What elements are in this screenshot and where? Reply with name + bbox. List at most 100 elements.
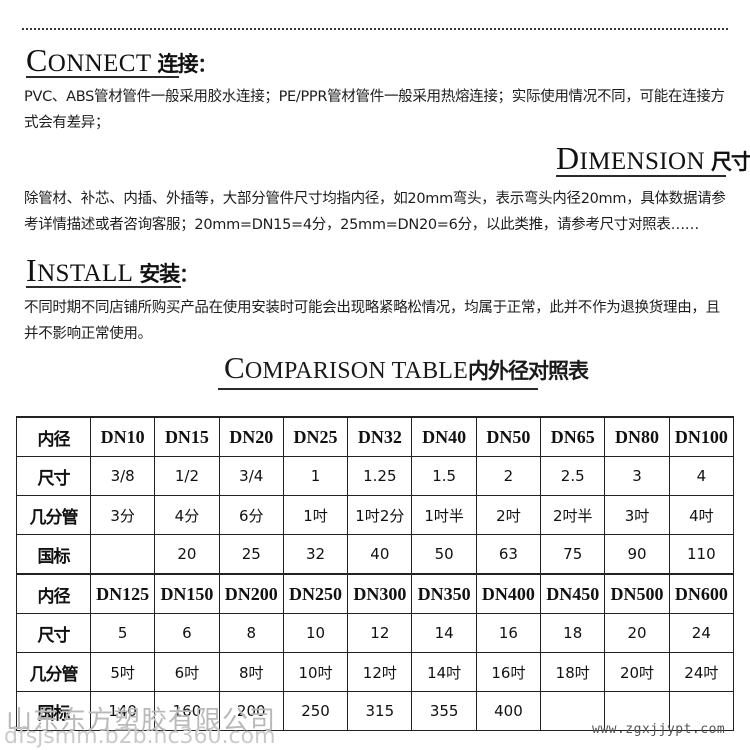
table-cell: 6分 xyxy=(218,495,284,535)
table-cell: 1 xyxy=(282,456,349,496)
table-cell: 250 xyxy=(282,691,349,731)
table-cell: 24 xyxy=(668,613,735,653)
section-rule-dimension xyxy=(556,175,726,177)
table-row: 几分管 5吋 6吋 8吋 10吋 12吋 14吋 16吋 18吋 20吋 24吋 xyxy=(16,652,735,692)
table-cell: DN500 xyxy=(604,573,670,614)
section-heading-install: INSTALL 安装： xyxy=(26,254,198,286)
table-cell: DN20 xyxy=(218,416,284,457)
table-cell: 18 xyxy=(540,613,606,653)
table-cell: 3分 xyxy=(89,495,156,535)
section-heading-install-colon: ： xyxy=(179,264,199,286)
table-cell: 1吋2分 xyxy=(347,495,413,535)
table-cell: DN125 xyxy=(89,573,156,614)
table-cell: 14吋 xyxy=(411,652,477,692)
table-cell: 14 xyxy=(411,613,477,653)
table-cell: DN32 xyxy=(347,416,413,457)
table-cell: 4 xyxy=(668,456,735,496)
section-heading-connect-colon: ： xyxy=(197,54,217,76)
section-heading-connect-cn: 连接 xyxy=(157,52,199,76)
table-cell: 5吋 xyxy=(89,652,156,692)
section-rule-install xyxy=(26,286,181,288)
table-cell: 50 xyxy=(411,534,477,575)
table-cell: DN450 xyxy=(540,573,606,614)
table-cell: DN150 xyxy=(154,573,220,614)
section-heading-dimension-cn: 尺寸 xyxy=(710,150,750,174)
table-cell: DN65 xyxy=(540,416,606,457)
table-cell: DN25 xyxy=(282,416,349,457)
table-cell: 3 xyxy=(604,456,670,496)
table-row-label: 内径 xyxy=(16,416,91,457)
table-row-label: 尺寸 xyxy=(16,456,91,496)
table-cell: 10 xyxy=(282,613,349,653)
table-cell: 2 xyxy=(475,456,542,496)
table-cell: 16吋 xyxy=(475,652,542,692)
table-cell: 400 xyxy=(475,691,542,731)
section-heading-connect-en: CONNECT xyxy=(26,42,152,78)
table-row: 几分管 3分 4分 6分 1吋 1吋2分 1吋半 2吋 2吋半 3吋 4吋 xyxy=(16,495,735,535)
table-cell: DN200 xyxy=(218,573,284,614)
table-cell xyxy=(89,534,156,575)
table-cell: 32 xyxy=(282,534,349,575)
table-cell: 63 xyxy=(475,534,542,575)
table-cell: 1吋半 xyxy=(411,495,477,535)
table-cell: 3/8 xyxy=(89,456,156,496)
table-cell: 90 xyxy=(604,534,670,575)
table-cell: DN250 xyxy=(282,573,349,614)
comparison-table-title-en: COMPARISON TABLE xyxy=(224,350,469,385)
table-cell: 160 xyxy=(154,691,220,731)
table-cell: 6吋 xyxy=(154,652,220,692)
table-row-label: 国标 xyxy=(16,691,91,731)
table-cell: DN15 xyxy=(154,416,220,457)
table-row: 国标 140 160 200 250 315 355 400 xyxy=(16,691,735,731)
table-cell: 2吋半 xyxy=(540,495,606,535)
section-rule-connect xyxy=(26,76,179,78)
table-cell xyxy=(668,691,735,731)
table-row-label: 尺寸 xyxy=(16,613,91,653)
table-cell: 1吋 xyxy=(282,495,349,535)
section-heading-connect: CONNECT 连接： xyxy=(26,44,217,76)
comparison-table-body: 内径 DN10 DN15 DN20 DN25 DN32 DN40 DN50 DN65 DN80 DN… xyxy=(16,416,735,731)
section-body-connect: PVC、ABS管材管件一般采用胶水连接；PE/PPR管材管件一般采用热熔连接；实… xyxy=(24,89,725,131)
section-heading-install-cn: 安装 xyxy=(139,262,180,286)
table-cell: 40 xyxy=(347,534,413,575)
table-row: 内径 DN10 DN15 DN20 DN25 DN32 DN40 DN50 DN65 DN80 DN… xyxy=(16,416,735,457)
table-cell: DN50 xyxy=(475,416,542,457)
table-cell: 110 xyxy=(668,534,735,575)
comparison-table-title: COMPARISON TABLE内外径对照表 xyxy=(224,350,589,385)
table-row-label: 国标 xyxy=(16,534,91,575)
table-cell: 3/4 xyxy=(218,456,284,496)
comparison-table-title-rule xyxy=(218,388,538,390)
comparison-table-title-cn: 内外径对照表 xyxy=(468,359,589,383)
table-cell: 6 xyxy=(154,613,220,653)
table-cell: 1.25 xyxy=(347,456,413,496)
table-cell: 4吋 xyxy=(668,495,735,535)
table-cell: 16 xyxy=(475,613,542,653)
table-row: 内径 DN125 DN150 DN200 DN250 DN300 DN350 DN400 DN4… xyxy=(16,573,735,614)
table-cell: 12吋 xyxy=(347,652,413,692)
table-cell: 5 xyxy=(89,613,156,653)
table-row: 国标 20 25 32 40 50 63 75 90 110 xyxy=(16,534,735,575)
table-cell: 12 xyxy=(347,613,413,653)
top-divider xyxy=(22,28,728,30)
table-cell: 20吋 xyxy=(604,652,670,692)
table-cell: 8 xyxy=(218,613,284,653)
table-cell: DN400 xyxy=(475,573,542,614)
table-row-label: 几分管 xyxy=(16,652,91,692)
comparison-table: 内径 DN10 DN15 DN20 DN25 DN32 DN40 DN50 DN65 DN80 DN… xyxy=(16,416,735,731)
table-cell: 2吋 xyxy=(475,495,542,535)
table-row-label: 内径 xyxy=(16,573,91,614)
table-cell: 24吋 xyxy=(668,652,735,692)
table-cell: DN40 xyxy=(411,416,477,457)
table-cell: 20 xyxy=(604,613,670,653)
table-cell: DN600 xyxy=(668,573,735,614)
table-cell: 4分 xyxy=(154,495,220,535)
table-cell: 20 xyxy=(154,534,220,575)
table-cell: 25 xyxy=(218,534,284,575)
table-cell: 3吋 xyxy=(604,495,670,535)
table-cell: 8吋 xyxy=(218,652,284,692)
table-cell: 1.5 xyxy=(411,456,477,496)
table-cell: DN300 xyxy=(347,573,413,614)
table-cell: 10吋 xyxy=(282,652,349,692)
